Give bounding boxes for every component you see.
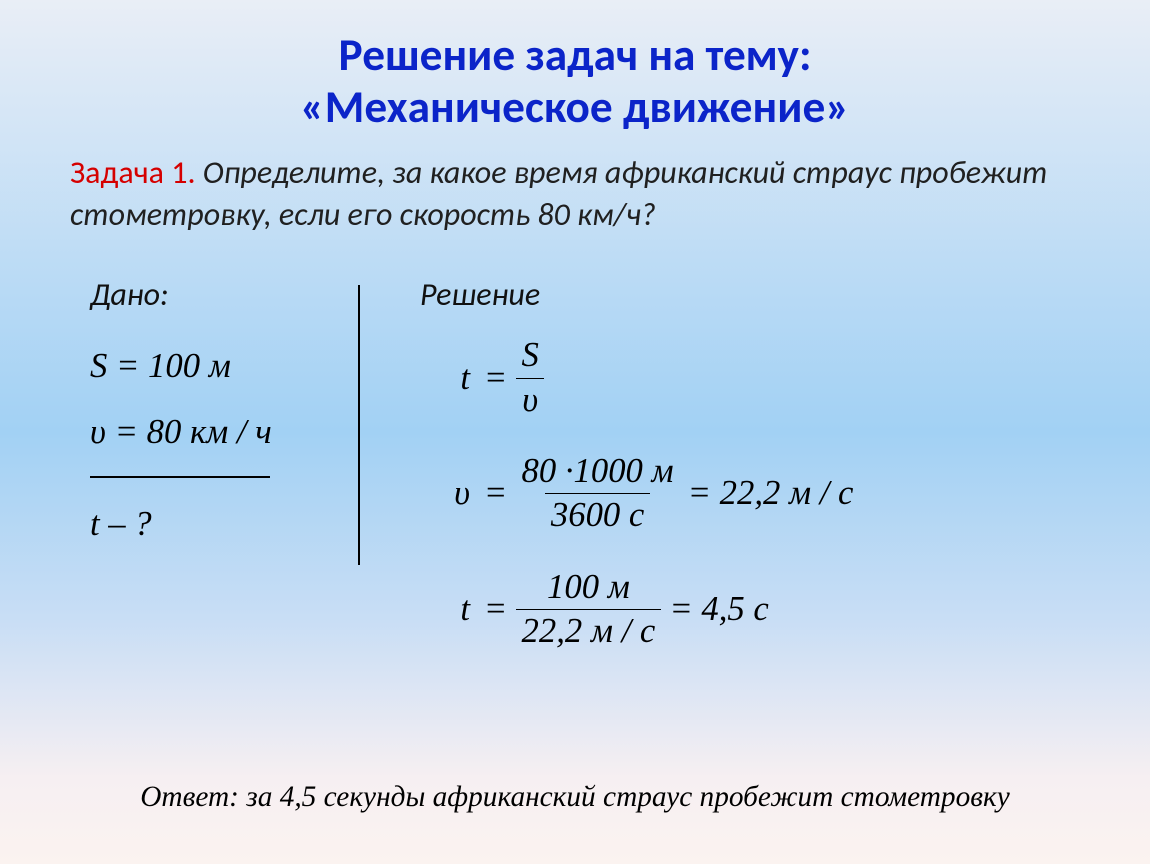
eq3-lhs: t — [420, 590, 476, 629]
solution-column: Решение t = S υ υ = 80 ·1000 м 3600 с = … — [360, 275, 1080, 681]
given-find: t – ? — [90, 492, 360, 558]
title-line-2: «Механическое движение» — [70, 82, 1080, 134]
eq2-result: = 22,2 м / с — [680, 474, 854, 513]
eq3-result: = 4,5 с — [661, 590, 768, 629]
answer-line: Ответ: за 4,5 секунды африканский страус… — [0, 781, 1150, 814]
title-line-1: Решение задач на тему: — [70, 30, 1080, 82]
slide: Решение задач на тему: «Механическое дви… — [0, 0, 1150, 864]
equation-t-calc: t = 100 м 22,2 м / с = 4,5 с — [420, 566, 1080, 654]
given-heading: Дано: — [90, 275, 360, 314]
eq2-lhs: υ — [420, 474, 476, 513]
eq2-den: 3600 с — [545, 493, 650, 537]
vertical-divider — [358, 285, 360, 565]
given-s: S = 100 м — [90, 334, 360, 400]
equation-t-formula: t = S υ — [420, 334, 1080, 422]
given-v: υ = 80 км / ч — [90, 400, 360, 466]
equals-icon: = — [476, 474, 516, 513]
eq3-fraction: 100 м 22,2 м / с — [516, 566, 662, 654]
problem-text: Определите, за какое время африканский с… — [70, 153, 1048, 234]
equation-v-calc: υ = 80 ·1000 м 3600 с = 22,2 м / с — [420, 450, 1080, 538]
problem-label: Задача 1. — [70, 153, 196, 192]
eq1-num: S — [516, 334, 545, 377]
eq2-fraction: 80 ·1000 м 3600 с — [516, 450, 680, 538]
eq2-num: 80 ·1000 м — [516, 450, 680, 493]
equals-icon: = — [476, 359, 516, 398]
eq1-den: υ — [516, 378, 544, 422]
problem-statement: Задача 1. Определите, за какое время афр… — [70, 152, 1080, 235]
eq1-fraction: S υ — [516, 334, 545, 422]
given-values: S = 100 м υ = 80 км / ч t – ? — [90, 334, 360, 558]
slide-title: Решение задач на тему: «Механическое дви… — [70, 30, 1080, 134]
eq1-lhs: t — [420, 359, 476, 398]
given-divider — [90, 476, 270, 478]
equals-icon: = — [476, 590, 516, 629]
solution-heading: Решение — [420, 275, 1080, 314]
eq3-den: 22,2 м / с — [516, 609, 662, 653]
eq3-num: 100 м — [541, 566, 636, 609]
given-column: Дано: S = 100 м υ = 80 км / ч t – ? — [70, 275, 360, 558]
work-area: Дано: S = 100 м υ = 80 км / ч t – ? Реше… — [70, 275, 1080, 681]
